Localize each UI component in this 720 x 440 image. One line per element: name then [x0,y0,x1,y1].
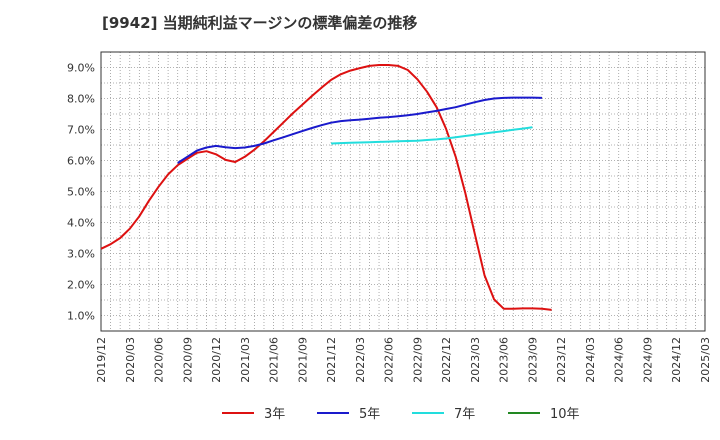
legend-label: 5年 [359,407,380,422]
x-tick-label: 2024/12 [670,337,683,383]
chart-title: [9942] 当期純利益マージンの標準偏差の推移 [102,14,418,32]
y-tick-label: 5.0% [67,186,95,199]
legend: 3年 5年 7年 10年 [222,407,580,422]
x-tick-label: 2023/09 [526,337,539,383]
x-tick-label: 2023/12 [555,337,568,383]
x-tick-label: 2021/09 [296,337,309,383]
x-tick-label: 2019/12 [95,337,108,383]
y-tick-label: 7.0% [67,124,95,137]
y-tick-label: 8.0% [67,93,95,106]
x-tick-label: 2020/06 [153,337,166,383]
series-lines [100,64,552,311]
x-tick-label: 2021/03 [239,337,252,383]
x-tick-label: 2024/03 [584,337,597,383]
x-tick-label: 2024/09 [641,337,654,383]
series-line [100,64,552,311]
x-tick-label: 2025/03 [699,337,712,383]
x-tick-label: 2020/09 [181,337,194,383]
x-tick-label: 2022/12 [440,337,453,383]
x-tick-label: 2022/06 [383,337,396,383]
x-tick-label: 2023/06 [498,337,511,383]
x-tick-label: 2022/09 [411,337,424,383]
x-tick-label: 2022/03 [354,337,367,383]
y-tick-label: 2.0% [67,279,95,292]
y-tick-label: 4.0% [67,217,95,230]
x-tick-label: 2021/06 [268,337,281,383]
plot-area-border [100,51,706,332]
grid [101,52,705,331]
y-axis: 1.0% 2.0% 3.0% 4.0% 5.0% 6.0% 7.0% 8.0% 9.0% [67,62,95,323]
x-tick-label: 2020/03 [124,337,137,383]
y-tick-label: 3.0% [67,248,95,261]
x-tick-label: 2021/12 [325,337,338,383]
legend-label: 10年 [550,407,580,422]
y-tick-label: 9.0% [67,62,95,75]
x-tick-label: 2024/06 [613,337,626,383]
x-tick-label: 2023/03 [469,337,482,383]
series-line [331,126,533,145]
legend-label: 7年 [454,407,475,422]
x-axis: 2019/12 2020/03 2020/06 2020/09 2020/12 2021/… [95,337,712,383]
y-tick-label: 1.0% [67,310,95,323]
legend-label: 3年 [264,407,285,422]
x-tick-label: 2020/12 [210,337,223,383]
y-tick-label: 6.0% [67,155,95,168]
series-line [177,96,543,164]
